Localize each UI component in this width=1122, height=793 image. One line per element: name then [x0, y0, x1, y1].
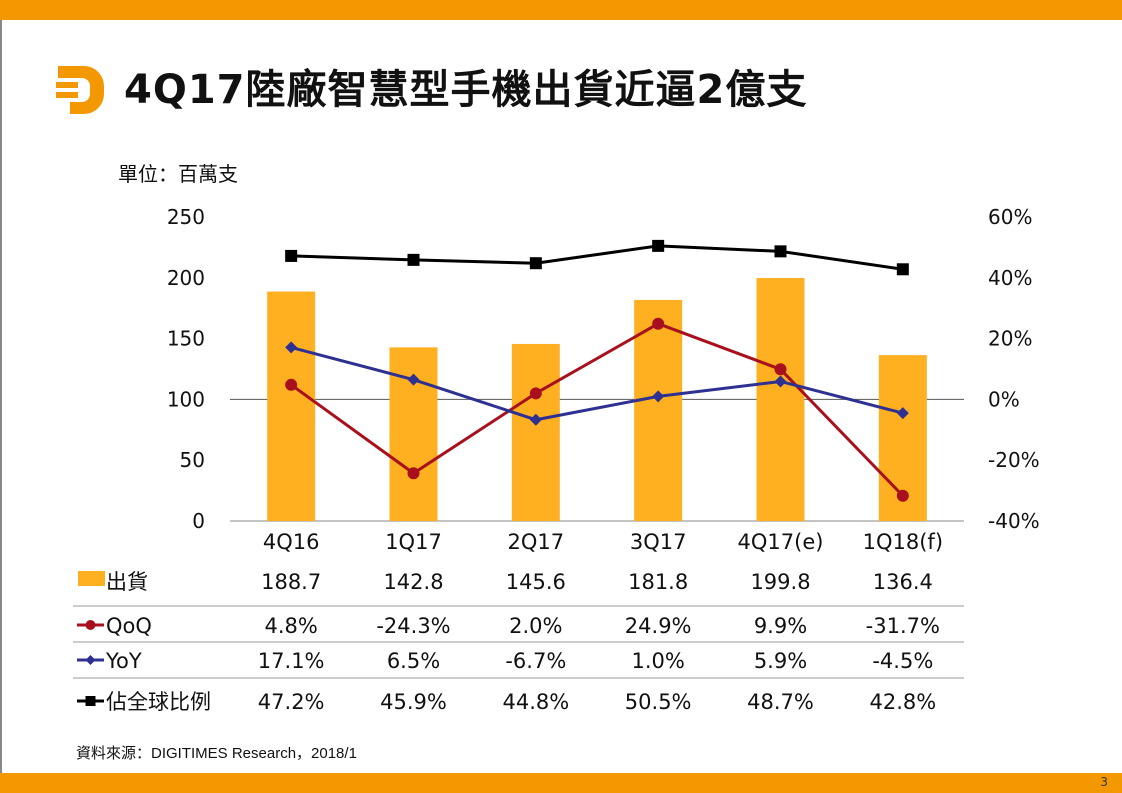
table-cell-value: 6.5% [387, 649, 440, 673]
bar-shipments [511, 343, 560, 521]
source-note: 資料來源：DIGITIMES Research，2018/1 [76, 745, 357, 762]
table-cell-value: 48.7% [747, 690, 814, 714]
right-axis-tick-label: 60% [988, 205, 1032, 229]
left-axis-tick-label: 50 [180, 448, 205, 472]
table-cell-value: -24.3% [376, 614, 450, 638]
table-cell-value: -31.7% [866, 614, 940, 638]
left-axis-tick-label: 200 [167, 266, 205, 290]
right-axis-tick-label: 40% [988, 266, 1032, 290]
table-cell-value: 199.8 [750, 570, 810, 594]
marker-yoy [285, 341, 298, 354]
marker-yoy [896, 407, 909, 420]
line-share [291, 244, 904, 271]
table-cell-value: 136.4 [873, 570, 933, 594]
right-axis-tick-label: 0% [988, 387, 1020, 411]
table-cell-value: 181.8 [628, 570, 688, 594]
left-axis-tick-label: 100 [167, 387, 205, 411]
table-cell-value: 47.2% [258, 690, 325, 714]
x-axis-category-label: 1Q17 [385, 530, 442, 554]
x-axis-category-label: 4Q17(e) [738, 530, 824, 554]
table-cell-value: 50.5% [625, 690, 692, 714]
legend-marker-yoy [85, 655, 96, 665]
x-axis-category-label: 1Q18(f) [863, 530, 943, 554]
table-cell-value: -6.7% [505, 649, 566, 673]
table-cell-value: 145.6 [506, 570, 566, 594]
right-axis-tick-label: -40% [988, 509, 1040, 533]
legend-marker-qoq [85, 620, 96, 630]
top-accent-bar [0, 0, 1122, 20]
marker-qoq [896, 489, 909, 502]
table-cell-value: 17.1% [258, 649, 325, 673]
table-cell-value: 45.9% [380, 690, 447, 714]
table-row-label: YoY [105, 649, 142, 673]
unit-label: 單位：百萬支 [118, 162, 238, 186]
left-axis-tick-label: 150 [167, 327, 205, 351]
legend-marker-share [85, 696, 96, 706]
table-cell-value: 24.9% [625, 614, 692, 638]
marker-qoq [407, 467, 420, 480]
marker-yoy [529, 413, 542, 426]
marker-yoy [774, 375, 787, 388]
marker-yoy [652, 390, 665, 403]
table-cell-value: 42.8% [869, 690, 936, 714]
left-axis-tick-label: 0 [192, 509, 205, 533]
marker-share [652, 239, 665, 252]
x-axis-category-label: 4Q16 [263, 530, 320, 554]
bar-shipments [756, 278, 805, 521]
marker-share [896, 263, 909, 276]
table-cell-value: 2.0% [509, 614, 562, 638]
table-cell-value: 5.9% [754, 649, 807, 673]
table-cell-value: 142.8 [383, 570, 443, 594]
bar-shipments [389, 347, 438, 521]
marker-share [407, 253, 420, 266]
marker-qoq [774, 363, 787, 376]
left-axis-tick-label: 250 [167, 205, 205, 229]
left-border [0, 20, 2, 773]
table-cell-value: 4.8% [264, 614, 317, 638]
marker-qoq [285, 378, 298, 391]
bar-shipments [267, 291, 316, 521]
table-cell-value: 9.9% [754, 614, 807, 638]
table-row-label: QoQ [106, 614, 152, 638]
table-row-label: 出貨 [106, 570, 148, 594]
line-yoy [290, 345, 904, 422]
marker-share [774, 245, 787, 258]
marker-qoq [529, 387, 542, 400]
marker-yoy [407, 373, 420, 386]
marker-share [285, 249, 298, 262]
line-qoq [290, 322, 904, 497]
legend-key-shipments [78, 571, 105, 586]
table-cell-value: 1.0% [631, 649, 684, 673]
right-axis-tick-label: -20% [988, 448, 1040, 472]
bottom-accent-bar [0, 773, 1122, 793]
marker-share [529, 257, 542, 270]
x-axis-category-label: 2Q17 [508, 530, 565, 554]
table-cell-value: 44.8% [502, 690, 569, 714]
table-cell-value: 188.7 [261, 570, 321, 594]
x-axis-category-label: 3Q17 [630, 530, 687, 554]
table-row-label: 佔全球比例 [106, 690, 211, 714]
right-axis-tick-label: 20% [988, 327, 1032, 351]
page-title: 4Q17陸廠智慧型手機出貨近逼2億支 [124, 67, 808, 113]
marker-qoq [652, 317, 665, 330]
table-cell-value: -4.5% [872, 649, 933, 673]
digitimes-logo-icon [56, 66, 104, 114]
page-number: 3 [1100, 775, 1108, 789]
bar-shipments [634, 299, 683, 521]
